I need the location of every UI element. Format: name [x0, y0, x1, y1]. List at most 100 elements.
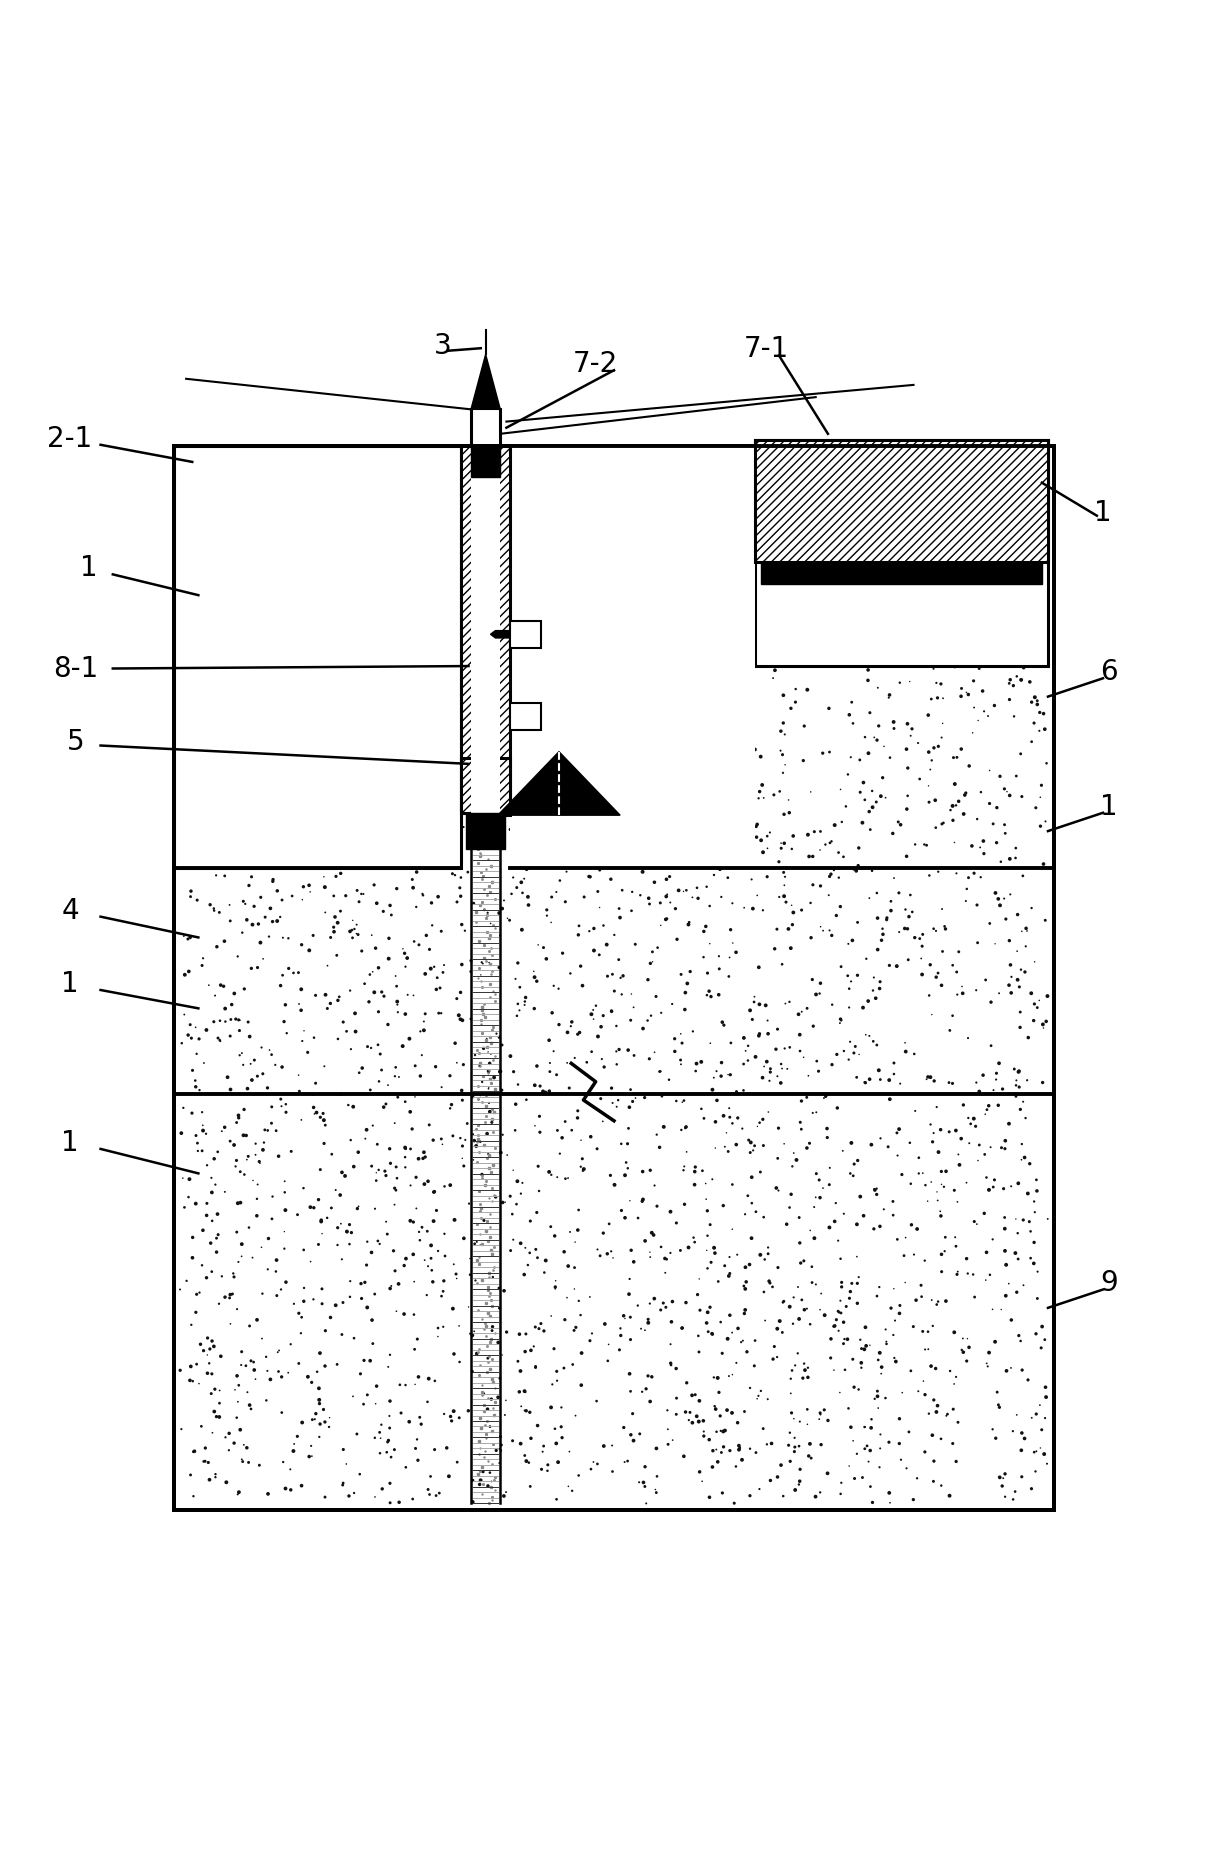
- Point: [545, 1272, 565, 1302]
- Point: [1012, 916, 1032, 946]
- Point: [289, 1348, 308, 1378]
- Point: [909, 593, 928, 623]
- Point: [564, 763, 583, 793]
- Point: [976, 533, 996, 563]
- Point: [898, 628, 917, 658]
- Point: [691, 525, 711, 555]
- Point: [663, 1425, 683, 1455]
- Point: [225, 1262, 244, 1292]
- Point: [599, 1208, 619, 1238]
- Point: [360, 671, 379, 701]
- Point: [861, 1414, 880, 1444]
- Point: [292, 929, 312, 959]
- Point: [830, 774, 850, 804]
- Point: [620, 1302, 640, 1331]
- Point: [957, 645, 976, 675]
- Point: [879, 950, 899, 980]
- Point: [867, 507, 887, 537]
- Point: [602, 1236, 621, 1266]
- Point: [876, 1315, 895, 1345]
- Point: [196, 1118, 216, 1148]
- Bar: [754, 439, 1047, 666]
- Point: [720, 1259, 739, 1288]
- Point: [958, 1023, 977, 1053]
- Point: [426, 1195, 446, 1225]
- Point: [545, 1266, 565, 1296]
- Point: [820, 828, 840, 858]
- Point: [657, 776, 677, 806]
- Point: [226, 1004, 246, 1034]
- Point: [372, 976, 392, 1006]
- Point: [641, 716, 661, 746]
- Point: [761, 469, 781, 499]
- Point: [273, 778, 292, 808]
- Point: [964, 1103, 984, 1133]
- Point: [663, 546, 683, 576]
- Point: [492, 894, 512, 924]
- Point: [739, 1126, 759, 1156]
- Point: [488, 522, 507, 552]
- Point: [490, 1023, 510, 1053]
- Point: [443, 1397, 463, 1427]
- Point: [255, 1115, 275, 1144]
- Point: [834, 1307, 853, 1337]
- Point: [303, 1285, 323, 1315]
- Point: [774, 757, 793, 787]
- Point: [505, 533, 524, 563]
- Point: [231, 793, 251, 823]
- Point: [526, 1313, 545, 1343]
- Point: [460, 600, 480, 630]
- Point: [279, 954, 298, 984]
- Point: [839, 929, 858, 959]
- Point: [858, 654, 878, 684]
- Point: [269, 1356, 289, 1386]
- Point: [352, 937, 372, 967]
- Point: [711, 608, 731, 638]
- Point: [653, 501, 673, 531]
- Point: [946, 769, 965, 798]
- Point: [952, 972, 971, 1002]
- Point: [336, 881, 356, 911]
- Point: [1007, 662, 1027, 692]
- Point: [932, 591, 952, 621]
- Point: [989, 479, 1008, 509]
- Point: [750, 776, 770, 806]
- Point: [688, 683, 707, 712]
- Point: [790, 1431, 809, 1460]
- Point: [641, 654, 661, 684]
- Point: [318, 649, 338, 679]
- Point: [266, 696, 286, 726]
- Point: [1022, 1474, 1041, 1503]
- Point: [174, 922, 194, 952]
- Point: [203, 1326, 222, 1356]
- Point: [497, 645, 517, 675]
- Point: [609, 531, 629, 561]
- Point: [753, 896, 772, 926]
- Point: [332, 1320, 351, 1350]
- Point: [769, 580, 788, 610]
- Point: [713, 1191, 733, 1221]
- Point: [478, 1472, 497, 1502]
- Point: [585, 935, 604, 965]
- Point: [780, 1032, 799, 1062]
- Point: [690, 1457, 710, 1487]
- Point: [616, 469, 636, 499]
- Point: [187, 1040, 206, 1070]
- Point: [505, 1115, 524, 1144]
- Point: [452, 909, 472, 939]
- Point: [474, 896, 494, 926]
- Point: [303, 1079, 323, 1109]
- Point: [884, 1343, 904, 1373]
- Point: [510, 1376, 529, 1406]
- Point: [643, 1219, 663, 1249]
- Point: [780, 1292, 799, 1322]
- Point: [545, 1414, 565, 1444]
- Point: [957, 677, 976, 707]
- Point: [178, 1021, 198, 1051]
- Point: [1035, 806, 1055, 836]
- Point: [759, 1098, 779, 1128]
- Point: [667, 1399, 686, 1429]
- Point: [515, 1440, 534, 1470]
- Point: [844, 855, 863, 885]
- Point: [942, 587, 962, 617]
